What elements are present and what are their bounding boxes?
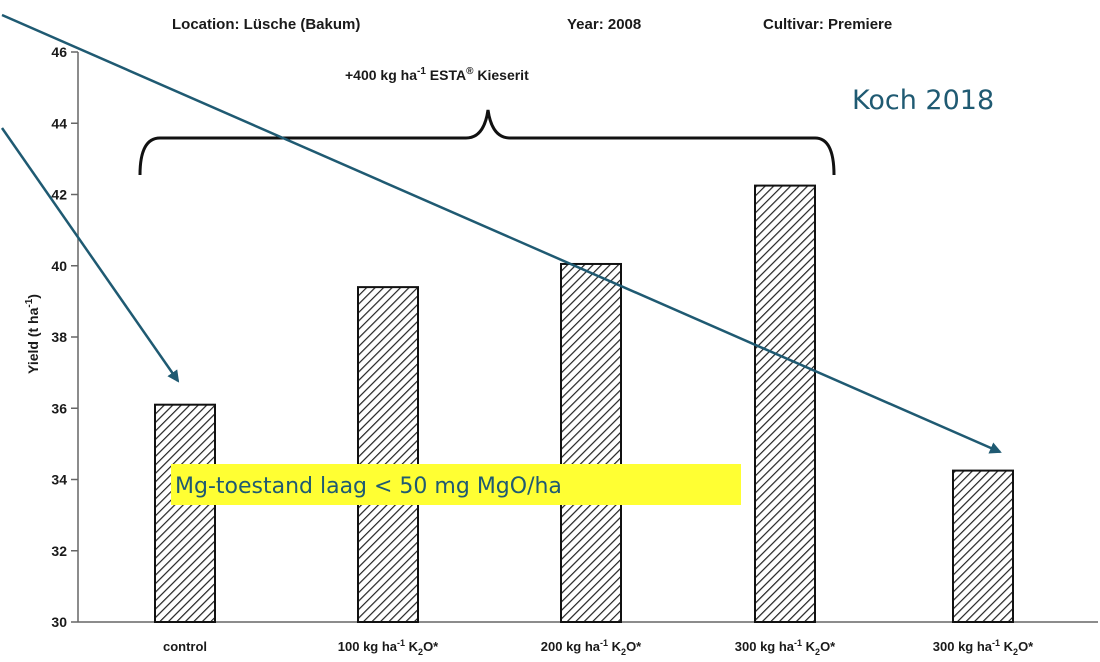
bar-1 [154, 403, 216, 623]
y-tick-label: 42 [51, 187, 67, 203]
source-label: Koch 2018 [852, 85, 994, 116]
y-tick-label: 38 [51, 329, 67, 345]
bar-3 [560, 262, 622, 623]
header-year: Year: 2008 [567, 16, 641, 33]
bar-5 [952, 469, 1014, 623]
category-label-2: 100 kg ha-1 K2O* [338, 638, 439, 657]
bar-2 [357, 286, 419, 623]
header-cultivar: Cultivar: Premiere [763, 16, 892, 33]
category-label-1: control [163, 639, 207, 654]
arrow-to-last-bar [1, 13, 1002, 454]
y-tick-label: 40 [51, 258, 67, 274]
category-label-4: 300 kg ha-1 K2O* [735, 638, 836, 657]
highlight-note: Mg-toestand laag < 50 mg MgO/ha [175, 474, 562, 499]
y-axis-label: Yield (t ha-1) [24, 294, 41, 374]
bar-4 [754, 184, 816, 623]
header-location: Location: Lüsche (Bakum) [172, 16, 360, 33]
y-tick-label: 44 [51, 115, 67, 131]
highlight-note-background [171, 464, 741, 505]
category-label-5: 300 kg ha-1 K2O* [933, 638, 1034, 657]
y-tick-label: 36 [51, 400, 67, 416]
category-label-3: 200 kg ha-1 K2O* [541, 638, 642, 657]
y-tick-label: 34 [51, 472, 67, 488]
y-tick-label: 46 [51, 44, 67, 60]
brace-label: +400 kg ha-1 ESTA® Kieserit [345, 66, 529, 83]
treatment-brace [138, 109, 836, 176]
arrow-to-control [0, 127, 180, 383]
y-tick-label: 32 [51, 543, 67, 559]
y-tick-label: 30 [51, 614, 67, 630]
